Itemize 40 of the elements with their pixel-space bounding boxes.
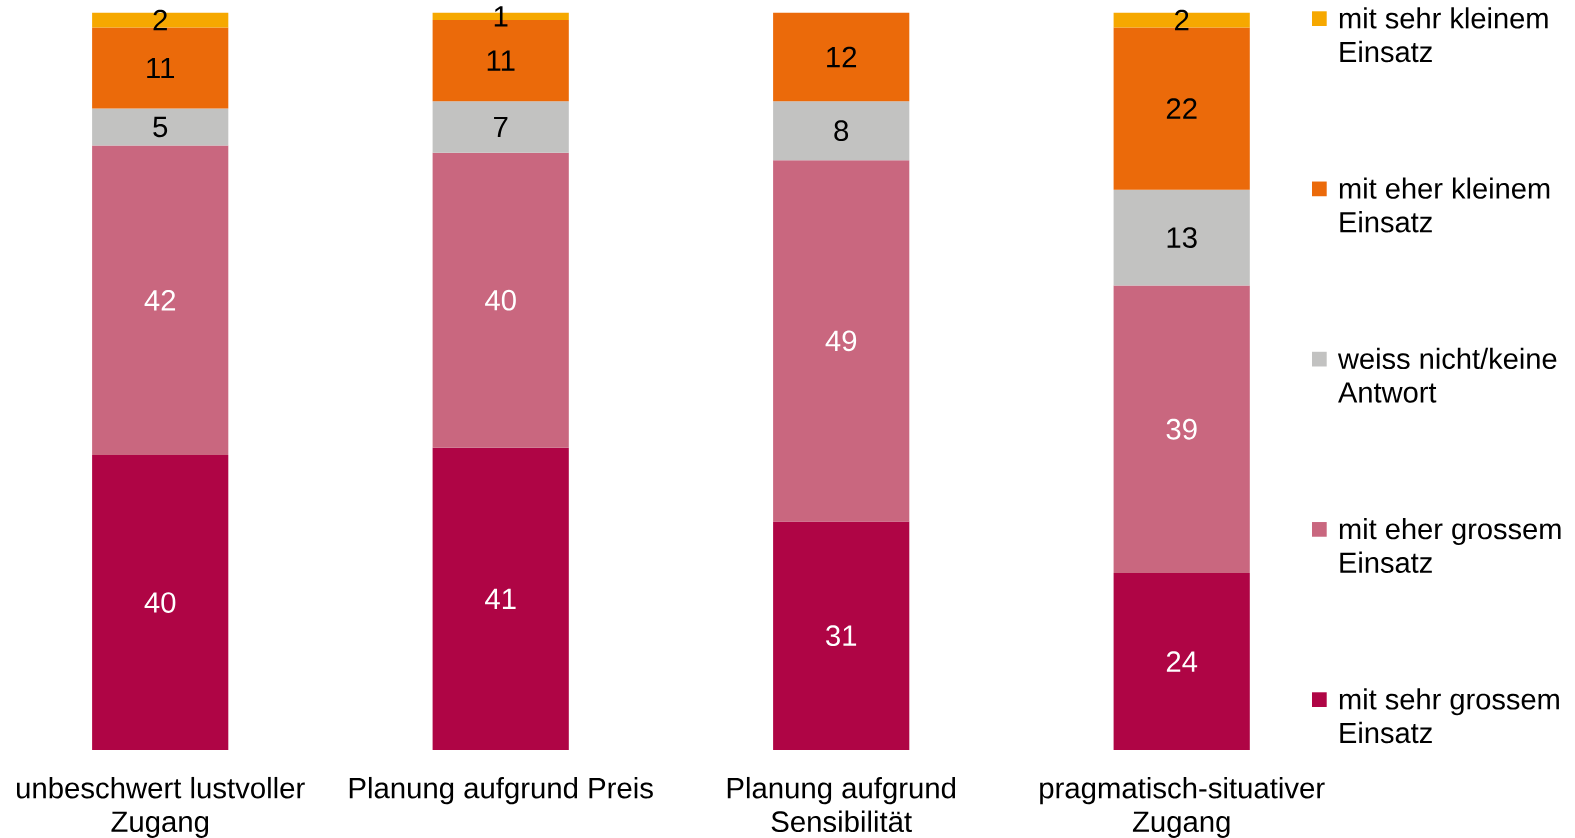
data-label: 8 — [834, 120, 849, 142]
data-label: 2 — [153, 9, 167, 31]
data-label: 42 — [144, 289, 176, 311]
bar — [92, 455, 229, 750]
bar — [1113, 573, 1250, 750]
data-label: 22 — [1166, 98, 1197, 119]
bar — [92, 145, 229, 456]
legend-label: weiss nicht/keine Antwort — [1337, 347, 1557, 403]
legend-label: mit eher grossem Einsatz — [1339, 518, 1561, 573]
data-label: 11 — [487, 50, 515, 71]
data-label: 49 — [825, 330, 857, 352]
bar — [432, 101, 569, 153]
data-label: 11 — [147, 57, 175, 79]
bar — [1113, 189, 1250, 286]
bar — [773, 160, 910, 522]
bar — [432, 447, 569, 750]
bar — [773, 12, 910, 102]
bar — [92, 108, 229, 146]
x-tick-label: Planung aufgrund Preis — [349, 776, 653, 805]
data-label: 40 — [485, 289, 516, 311]
data-label: 24 — [1166, 651, 1198, 672]
data-label: 41 — [485, 588, 516, 609]
data-label: 7 — [494, 116, 508, 138]
data-label: 5 — [153, 116, 168, 138]
bar — [773, 521, 910, 750]
data-label: 12 — [827, 46, 857, 68]
x-tick-label: Planung aufgrund Sensibilität — [727, 776, 956, 833]
data-label: 31 — [826, 625, 857, 647]
bar — [773, 101, 910, 161]
bar — [432, 152, 569, 448]
data-label: 2 — [1175, 9, 1189, 31]
data-label: 40 — [144, 592, 176, 613]
legend-label: mit eher kleinem Einsatz — [1339, 177, 1550, 233]
x-tick-label: unbeschwert lustvoller Zugang — [17, 776, 305, 838]
data-label: 13 — [1167, 227, 1197, 248]
bar — [1113, 285, 1250, 574]
legend-label: mit sehr grossem Einsatz — [1339, 688, 1559, 744]
data-label: 39 — [1166, 418, 1197, 440]
legend-label: mit sehr kleinem Einsatz — [1339, 7, 1548, 63]
x-tick-label: pragmatisch-situativer Zugang — [1040, 776, 1325, 838]
